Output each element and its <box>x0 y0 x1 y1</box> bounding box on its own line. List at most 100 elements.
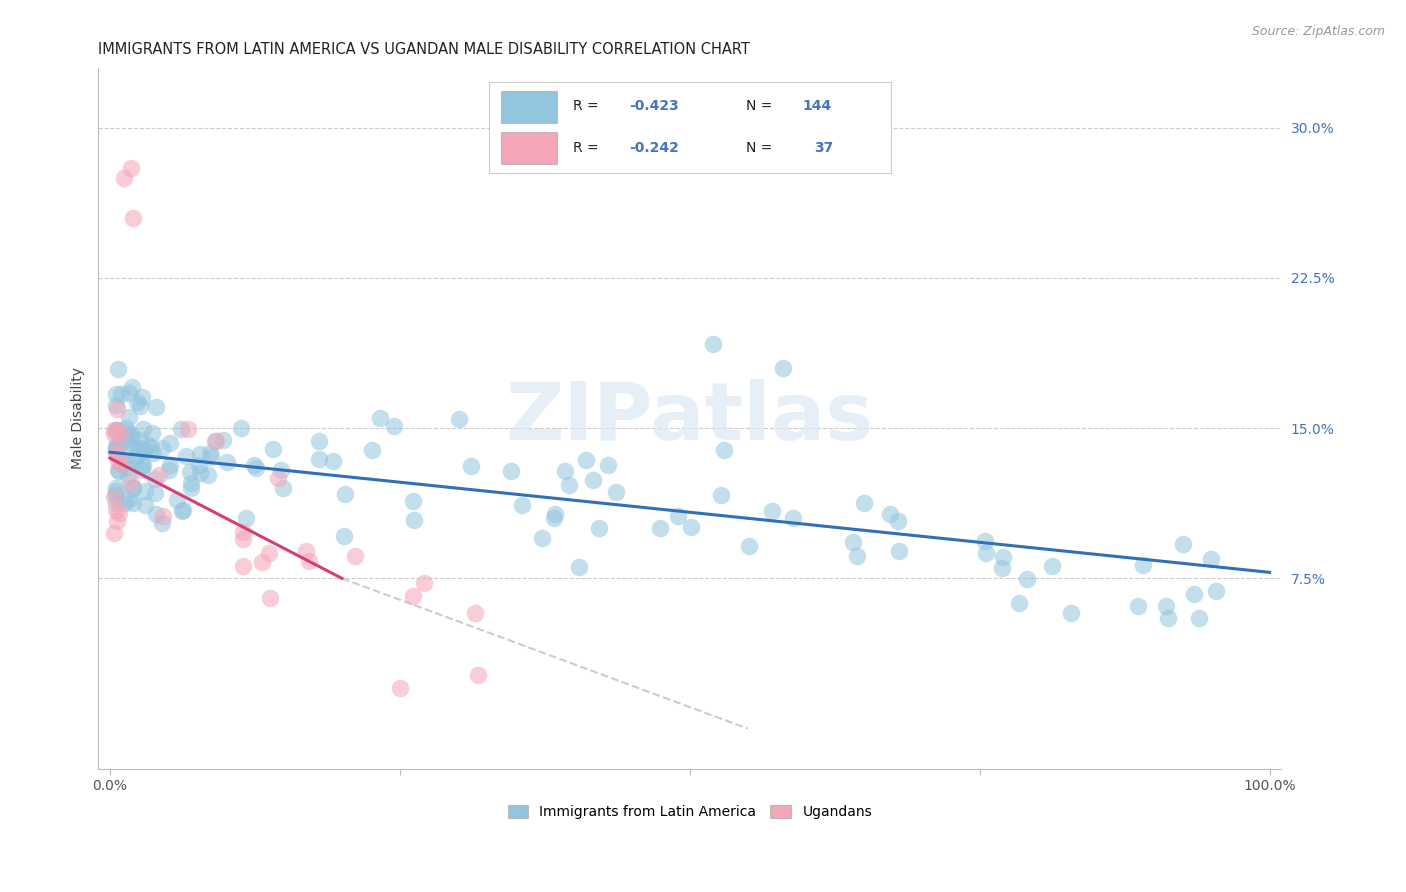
Point <box>179 465 201 479</box>
Y-axis label: Male Disability: Male Disability <box>72 368 86 469</box>
Point <box>103 423 125 437</box>
Point <box>974 533 997 548</box>
Point <box>150 516 173 531</box>
Point <box>121 427 143 442</box>
Point <box>531 531 554 545</box>
Point <box>1173 537 1195 551</box>
Point <box>841 535 863 549</box>
Point <box>104 481 127 495</box>
Point <box>1205 584 1227 599</box>
Point <box>245 461 267 475</box>
Point <box>557 478 579 492</box>
Point <box>991 550 1014 565</box>
Point <box>974 546 997 560</box>
Point <box>382 418 405 433</box>
Point <box>129 433 152 447</box>
Point <box>1154 599 1177 613</box>
Point <box>104 487 127 501</box>
Point <box>588 521 610 535</box>
Point <box>110 427 132 442</box>
Point <box>121 380 143 394</box>
Point <box>104 423 127 437</box>
Point <box>125 394 148 409</box>
Point <box>568 560 591 574</box>
Point <box>174 450 197 464</box>
Point <box>172 503 194 517</box>
Point <box>115 421 138 435</box>
Point <box>114 496 136 510</box>
Point <box>132 422 155 436</box>
Point <box>134 498 156 512</box>
Point <box>232 533 254 547</box>
Point <box>402 494 425 508</box>
Point <box>127 441 149 455</box>
Point <box>343 549 366 563</box>
Point <box>267 471 290 485</box>
Point <box>650 521 672 535</box>
Point <box>1188 611 1211 625</box>
Point <box>197 467 219 482</box>
Point <box>124 452 146 467</box>
Point <box>104 447 127 461</box>
Point <box>782 511 804 525</box>
Point <box>212 434 235 448</box>
Point <box>257 546 280 560</box>
Point <box>117 425 139 440</box>
Point <box>501 464 523 478</box>
Point <box>361 442 384 457</box>
Point <box>772 361 794 376</box>
Point <box>217 455 239 469</box>
Point <box>105 515 128 529</box>
Point <box>166 493 188 508</box>
Point <box>105 423 128 437</box>
Point <box>889 543 911 558</box>
Point <box>131 463 153 477</box>
Point <box>159 435 181 450</box>
Point <box>1128 599 1150 613</box>
Point <box>543 511 565 525</box>
Point <box>117 468 139 483</box>
Point <box>120 475 142 490</box>
Point <box>229 421 252 435</box>
Point <box>404 513 426 527</box>
Point <box>713 442 735 457</box>
Point <box>388 681 411 696</box>
Point <box>333 529 356 543</box>
Point <box>159 458 181 472</box>
Point <box>321 453 343 467</box>
Point <box>170 504 193 518</box>
Point <box>605 485 627 500</box>
Point <box>668 509 690 524</box>
Point <box>298 554 321 568</box>
Point <box>295 543 318 558</box>
Point <box>122 481 145 495</box>
Point <box>575 452 598 467</box>
Point <box>107 362 129 376</box>
Point <box>582 473 605 487</box>
Point <box>103 490 125 504</box>
Point <box>105 445 128 459</box>
Point <box>702 337 724 351</box>
Point <box>991 561 1014 575</box>
Point <box>1040 559 1063 574</box>
Point <box>120 435 142 450</box>
Point <box>262 442 284 457</box>
Point <box>232 559 254 574</box>
Point <box>200 446 222 460</box>
Point <box>120 161 142 175</box>
Point <box>122 495 145 509</box>
Point <box>710 488 733 502</box>
Point <box>1132 558 1154 573</box>
Point <box>122 211 145 225</box>
Point <box>250 555 273 569</box>
Point <box>108 464 131 478</box>
Point <box>1157 611 1180 625</box>
Point <box>143 486 166 500</box>
Point <box>104 496 127 510</box>
Point <box>128 400 150 414</box>
Point <box>368 411 391 425</box>
Text: ZIPatlas: ZIPatlas <box>506 379 875 457</box>
Point <box>143 472 166 486</box>
Point <box>110 387 132 401</box>
Point <box>104 443 127 458</box>
